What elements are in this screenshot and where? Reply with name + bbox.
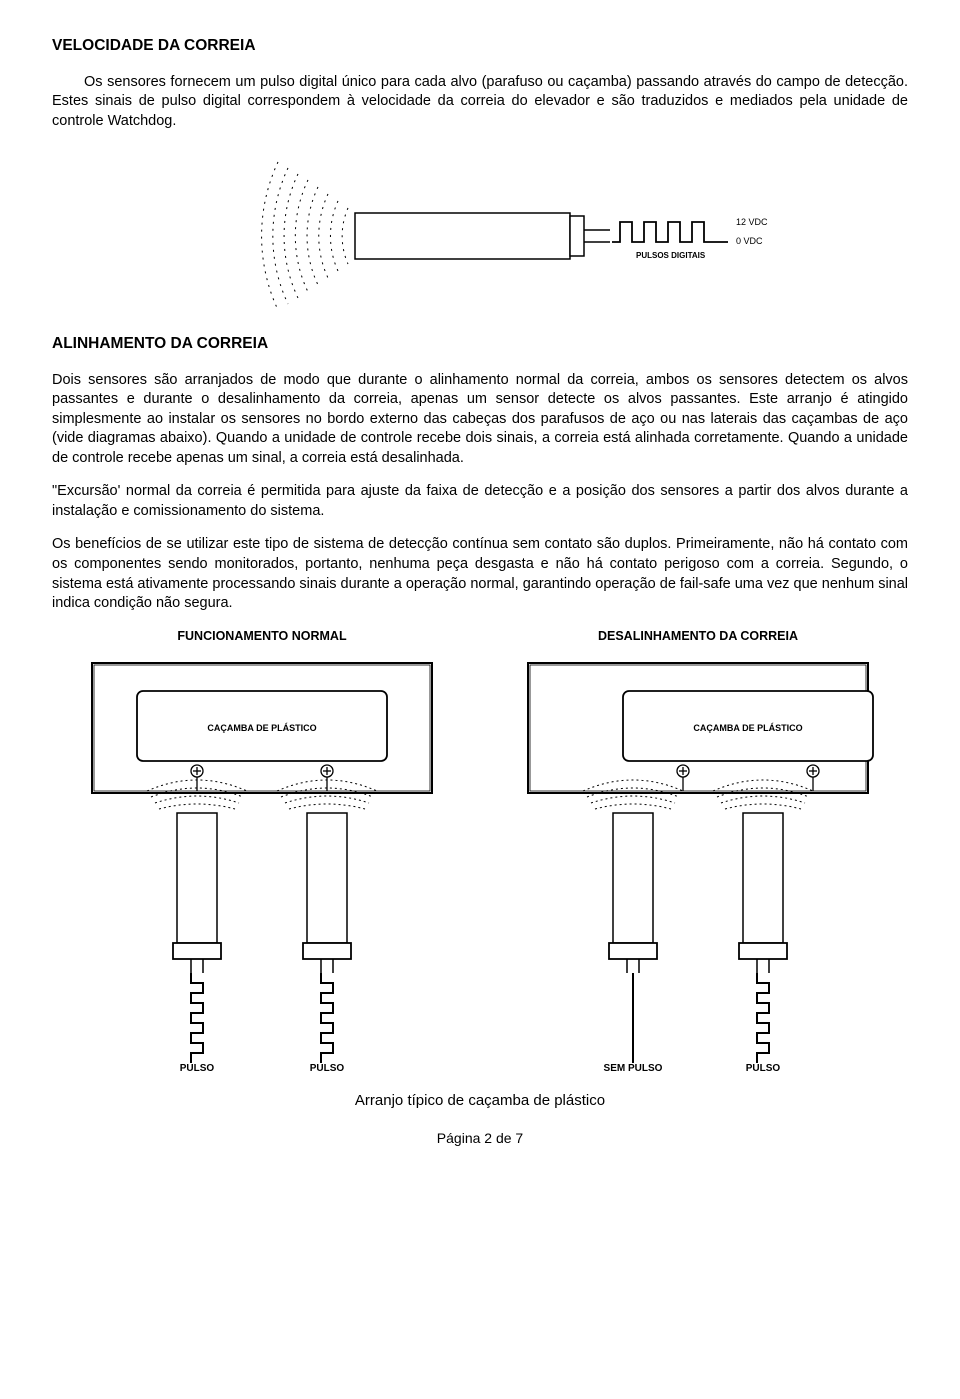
section2-title: ALINHAMENTO DA CORREIA [52, 334, 908, 355]
figure-misalignment: CAÇAMBA DE PLÁSTICO SEM PULSO PULSO [508, 653, 888, 1073]
figure2-caption: Arranjo típico de caçamba de plástico [52, 1091, 908, 1111]
figure-normal-operation: CAÇAMBA DE PLÁSTICO PULSO PULSO [72, 653, 452, 1073]
section2-p2: "Excursão' normal da correia é permitida… [52, 482, 908, 521]
bucket-label-left: CAÇAMBA DE PLÁSTICO [207, 723, 316, 733]
page-footer: Página 2 de 7 [52, 1129, 908, 1148]
section2-p3: Os benefícios de se utilizar este tipo d… [52, 535, 908, 613]
label-12vdc: 12 VDC [736, 217, 768, 227]
section1-title: VELOCIDADE DA CORREIA [52, 36, 908, 57]
figure-alignment-row: FUNCIONAMENTO NORMAL [52, 628, 908, 1079]
figure-sensor-pulse: 12 VDC 0 VDC PULSOS DIGITAIS [180, 146, 780, 316]
section1-p1: Os sensores fornecem um pulso digital ún… [52, 73, 908, 132]
bucket-label-right: CAÇAMBA DE PLÁSTICO [693, 723, 802, 733]
label-pulsos-digitais: PULSOS DIGITAIS [636, 251, 706, 260]
pulse-label-1: PULSO [180, 1063, 215, 1073]
fig2-right-title: DESALINHAMENTO DA CORREIA [488, 628, 908, 645]
fig2-left-title: FUNCIONAMENTO NORMAL [52, 628, 472, 645]
label-0vdc: 0 VDC [736, 236, 763, 246]
pulse-label-3: PULSO [746, 1063, 781, 1073]
section2-p1: Dois sensores são arranjados de modo que… [52, 371, 908, 469]
no-pulse-label: SEM PULSO [604, 1063, 663, 1073]
pulse-label-2: PULSO [310, 1063, 345, 1073]
